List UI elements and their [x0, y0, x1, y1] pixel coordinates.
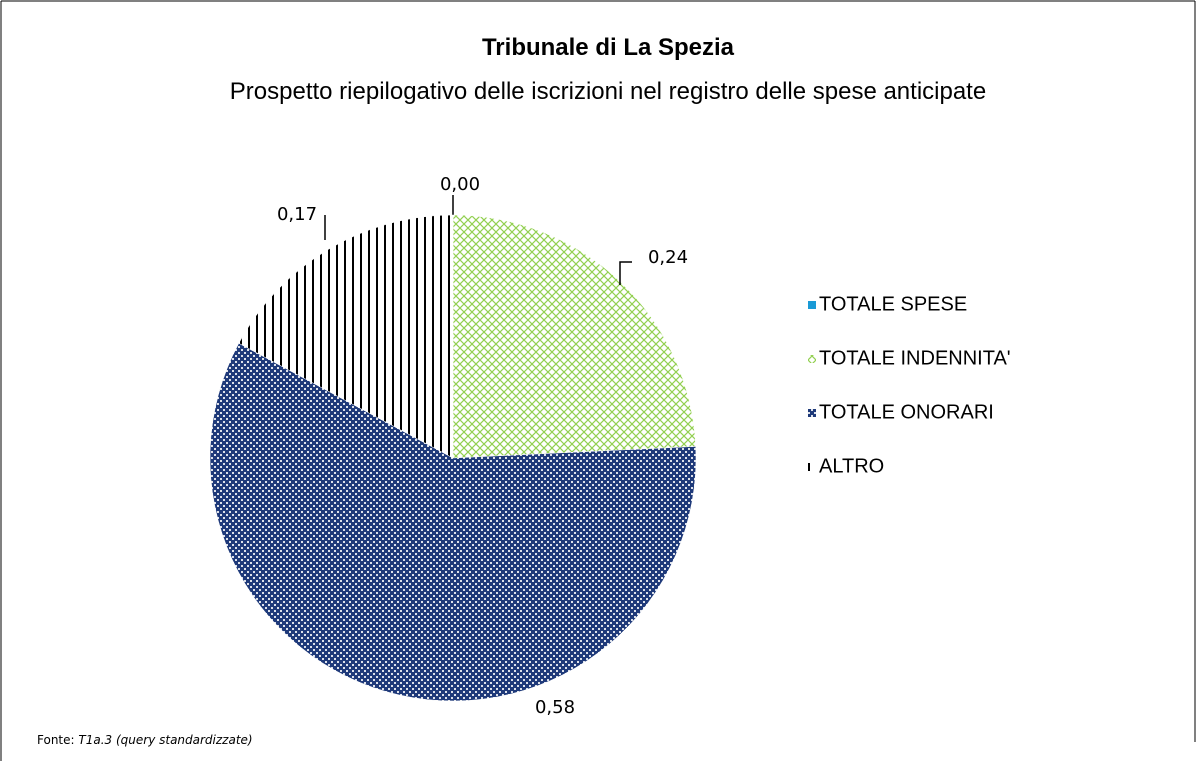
chart-title: Tribunale di La Spezia: [481, 34, 735, 61]
data-label: 0,00: [440, 174, 480, 195]
legend-label: TOTALE INDENNITA': [819, 347, 1011, 369]
legend-label: TOTALE SPESE: [819, 293, 967, 315]
pie-slice: [238, 214, 454, 459]
source-text: T1a.3 (query standardizzate): [78, 733, 253, 747]
legend-label: ALTRO: [819, 455, 884, 477]
pie-slice: [209, 342, 697, 702]
legend-swatch: [808, 301, 816, 309]
source-note: Fonte: T1a.3 (query standardizzate): [37, 733, 253, 747]
legend-swatch: [808, 409, 816, 417]
data-label: 0,17: [277, 204, 317, 225]
data-label: 0,24: [648, 247, 688, 268]
chart-subtitle: Prospetto riepilogativo delle iscrizioni…: [229, 78, 987, 105]
leader-line: [619, 261, 632, 285]
legend-label: TOTALE ONORARI: [819, 401, 994, 423]
legend-swatch: [808, 463, 816, 471]
legend-swatch: [808, 355, 816, 363]
data-label: 0,58: [535, 697, 575, 718]
source-prefix: Fonte:: [37, 733, 75, 747]
